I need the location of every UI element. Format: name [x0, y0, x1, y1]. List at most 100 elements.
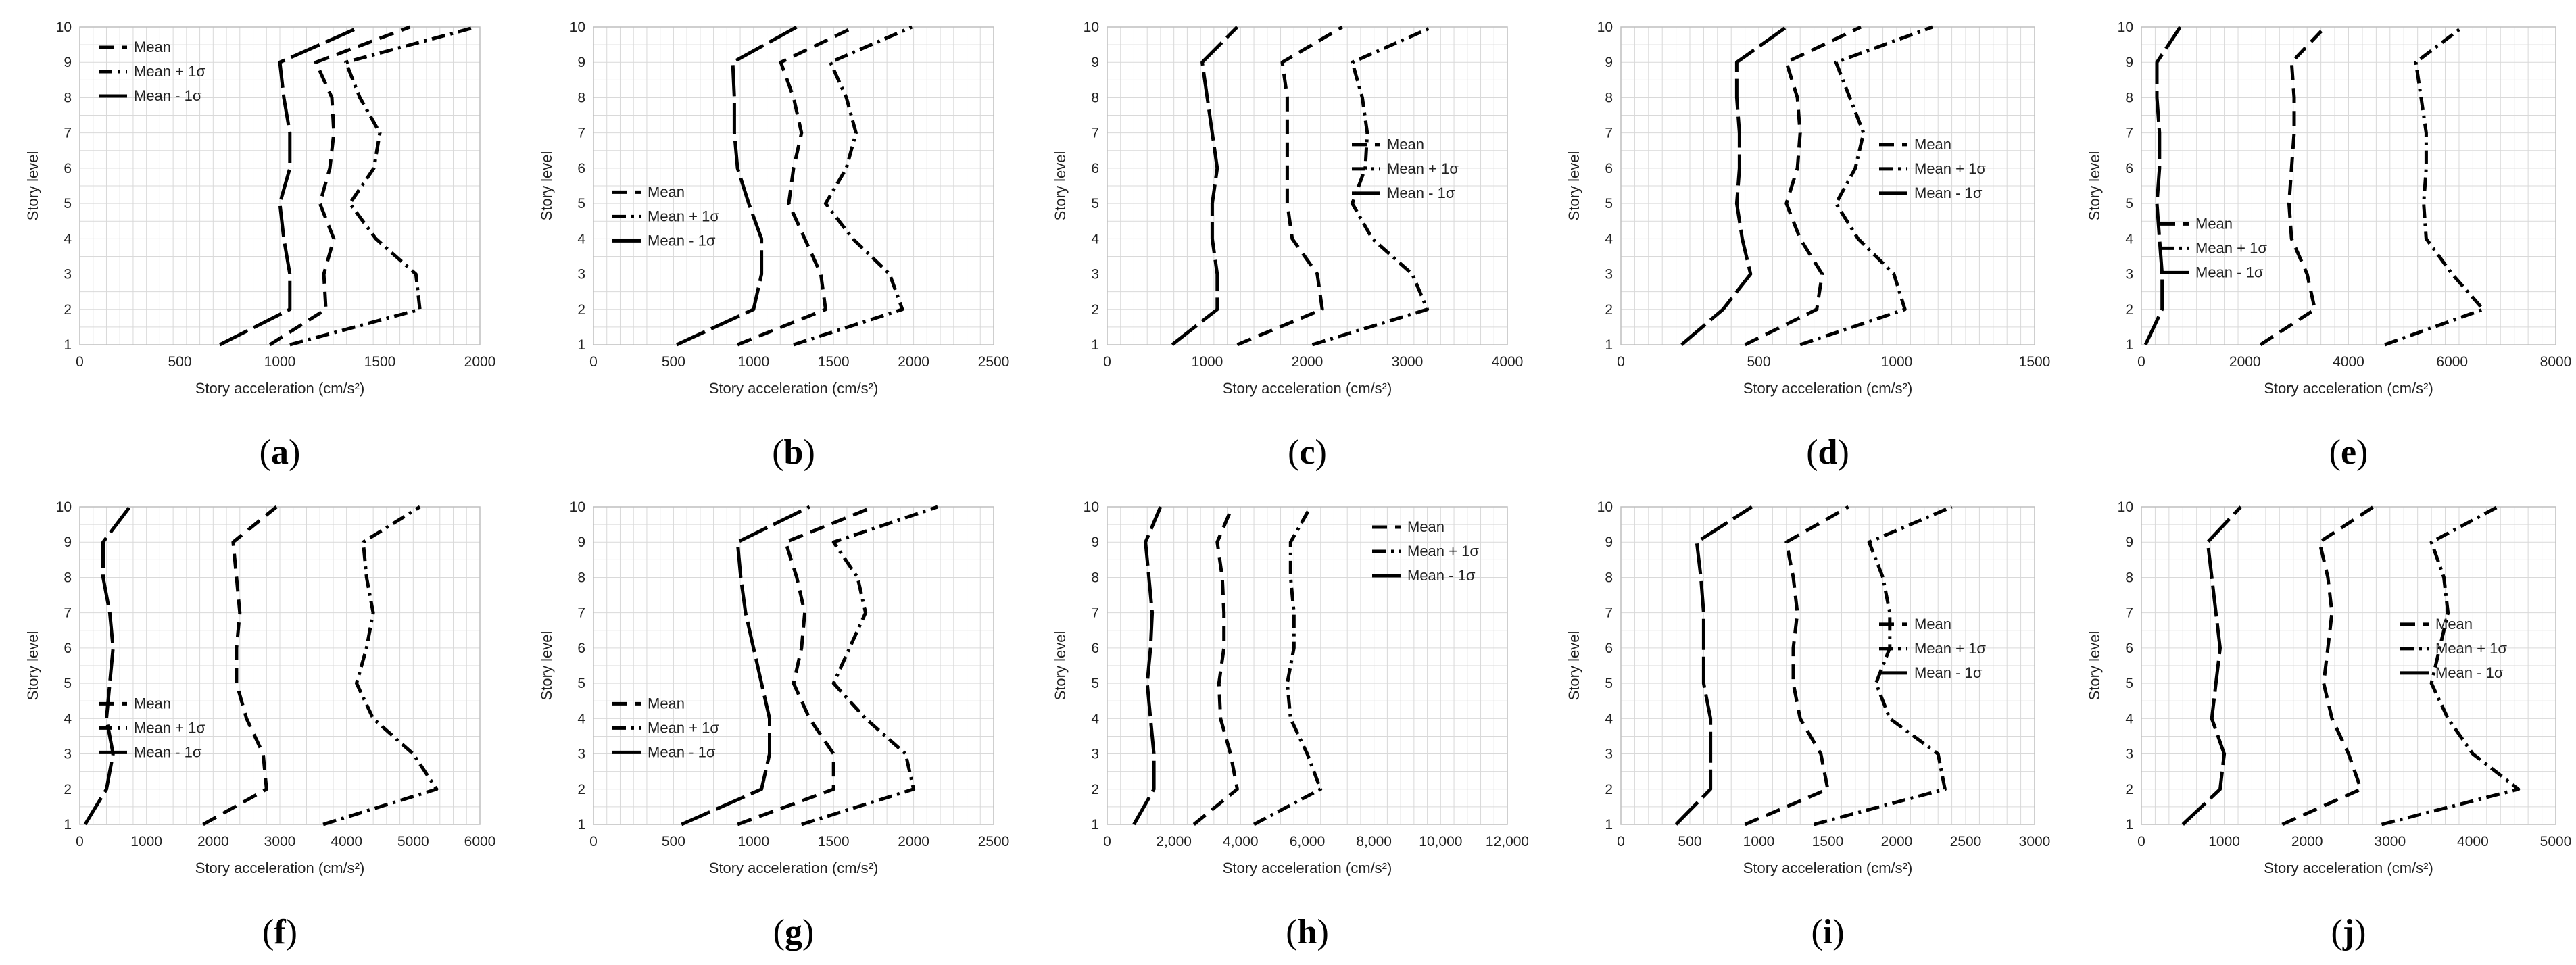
series-line-dash — [2259, 26, 2327, 347]
legend-label: Mean - 1σ — [1407, 567, 1476, 584]
y-axis-title: Story level — [24, 151, 41, 221]
y-tick-label: 4 — [1605, 711, 1613, 726]
x-axis-title: Story acceleration (cm/s²) — [1223, 380, 1392, 397]
series-line-dash — [1236, 25, 1344, 347]
panel-caption: (h) — [1286, 913, 1329, 951]
chart-panel-e: 1 2 3 4 5 6 7 8 9 10 0 2000 4000 6000 8000 Story accele… — [2086, 20, 2571, 397]
x-tick-label: 2000 — [197, 834, 229, 849]
series-line-longdash — [219, 25, 361, 347]
y-tick-label: 8 — [2125, 90, 2133, 105]
x-tick-label: 2000 — [898, 354, 929, 370]
y-tick-label: 6 — [1091, 641, 1099, 656]
y-tick-label: 7 — [2125, 126, 2133, 141]
legend: Mean Mean + 1σ Mean - 1σ — [1352, 136, 1459, 201]
y-tick-label: 2 — [2125, 782, 2133, 797]
y-tick-label: 4 — [1091, 231, 1099, 247]
y-axis-title: Story level — [2086, 631, 2103, 701]
y-tick-label: 4 — [1091, 711, 1099, 726]
y-tick-label: 7 — [64, 126, 72, 141]
panel-caption-letter: f — [274, 913, 286, 951]
x-tick-label: 1000 — [264, 354, 296, 370]
x-tick-label: 5000 — [397, 834, 429, 849]
legend-label: Mean — [1387, 136, 1424, 153]
x-tick-label: 4000 — [331, 834, 362, 849]
y-tick-label: 9 — [577, 535, 585, 550]
series-line-dashdot — [801, 505, 938, 826]
chart-panel-g: 1 2 3 4 5 6 7 8 9 10 0 500 1000 1500 2000 2500 Story acc… — [538, 499, 1009, 876]
y-tick-label: 5 — [64, 196, 72, 212]
legend-label: Mean + 1σ — [2195, 239, 2267, 256]
y-tick-label: 5 — [577, 676, 585, 691]
x-tick-label: 0 — [76, 354, 84, 370]
plot-frame — [79, 26, 481, 345]
y-axis-title: Story level — [2086, 151, 2103, 221]
y-tick-label: 9 — [2125, 535, 2133, 550]
y-tick-label: 6 — [577, 161, 585, 176]
legend-label: Mean + 1σ — [1407, 543, 1479, 560]
chart-panel-a: 1 2 3 4 5 6 7 8 9 10 0 500 1000 1500 2000 Story acceler… — [24, 20, 496, 397]
legend-label: Mean — [1914, 616, 1951, 633]
x-tick-label: 2000 — [898, 834, 929, 849]
series-line-longdash — [681, 505, 810, 826]
x-axis-title: Story acceleration (cm/s²) — [709, 380, 879, 397]
y-tick-label: 3 — [64, 267, 72, 282]
y-tick-label: 4 — [2125, 711, 2133, 726]
y-tick-label: 1 — [64, 337, 72, 353]
y-tick-label: 10 — [2118, 499, 2133, 515]
x-tick-label: 4000 — [1492, 354, 1524, 370]
y-tick-label: 9 — [2125, 55, 2133, 70]
y-tick-label: 4 — [577, 711, 585, 726]
x-tick-label: 0 — [589, 834, 598, 849]
x-tick-label: 500 — [662, 834, 685, 849]
series-line-longdash — [83, 505, 131, 826]
y-tick-label: 8 — [577, 90, 585, 105]
x-tick-label: 1000 — [737, 834, 769, 849]
y-tick-label: 6 — [577, 641, 585, 656]
chart-panel-d: 1 2 3 4 5 6 7 8 9 10 0 500 1000 1500 Story acceleratio… — [1565, 20, 2050, 397]
x-tick-label: 2000 — [464, 354, 496, 370]
x-tick-label: 2500 — [978, 354, 1010, 370]
panel-caption-letter: h — [1297, 913, 1317, 951]
legend-label: Mean - 1σ — [2195, 264, 2264, 280]
legend-label: Mean — [134, 695, 171, 712]
y-tick-label: 5 — [577, 196, 585, 212]
x-tick-label: 500 — [1747, 354, 1770, 370]
legend-label: Mean + 1σ — [1387, 160, 1459, 177]
y-tick-label: 8 — [1605, 570, 1613, 585]
legend-label: Mean + 1σ — [134, 63, 205, 80]
y-tick-label: 8 — [1605, 90, 1613, 105]
y-tick-label: 3 — [64, 747, 72, 762]
series-line-longdash — [2181, 505, 2242, 826]
x-tick-label: 1000 — [1192, 354, 1223, 370]
y-tick-label: 10 — [1597, 499, 1613, 515]
y-tick-label: 7 — [64, 605, 72, 621]
legend-label: Mean + 1σ — [2435, 640, 2507, 657]
panel-caption-letter: g — [785, 913, 802, 951]
y-tick-label: 4 — [2125, 231, 2133, 247]
x-tick-label: 12,000 — [1486, 834, 1528, 849]
y-tick-label: 9 — [1605, 535, 1613, 550]
y-tick-label: 3 — [1091, 267, 1099, 282]
x-tick-label: 0 — [2137, 354, 2145, 370]
panel-caption: (g) — [773, 913, 815, 951]
plot-frame — [1620, 506, 2035, 825]
x-tick-label: 1000 — [1743, 834, 1775, 849]
grid-minor — [1107, 26, 1507, 345]
legend-label: Mean - 1σ — [1914, 184, 1983, 201]
x-tick-label: 1000 — [1881, 354, 1913, 370]
x-tick-label: 5000 — [2540, 834, 2572, 849]
y-tick-label: 5 — [1091, 196, 1099, 212]
y-tick-label: 5 — [2125, 196, 2133, 212]
x-tick-label: 1000 — [737, 354, 769, 370]
y-tick-label: 6 — [1091, 161, 1099, 176]
legend-label: Mean + 1σ — [134, 719, 205, 736]
x-tick-label: 500 — [662, 354, 685, 370]
y-tick-label: 2 — [577, 302, 585, 318]
series-line-dash — [737, 25, 856, 347]
y-axis-title: Story level — [24, 631, 41, 701]
plot-frame — [2141, 506, 2556, 825]
legend: Mean Mean + 1σ Mean - 1σ — [612, 183, 719, 249]
y-tick-label: 8 — [2125, 570, 2133, 585]
chart-panel-b: 1 2 3 4 5 6 7 8 9 10 0 500 1000 1500 2000 2500 Story acc… — [538, 20, 1010, 397]
series-line-dash — [1192, 506, 1239, 826]
